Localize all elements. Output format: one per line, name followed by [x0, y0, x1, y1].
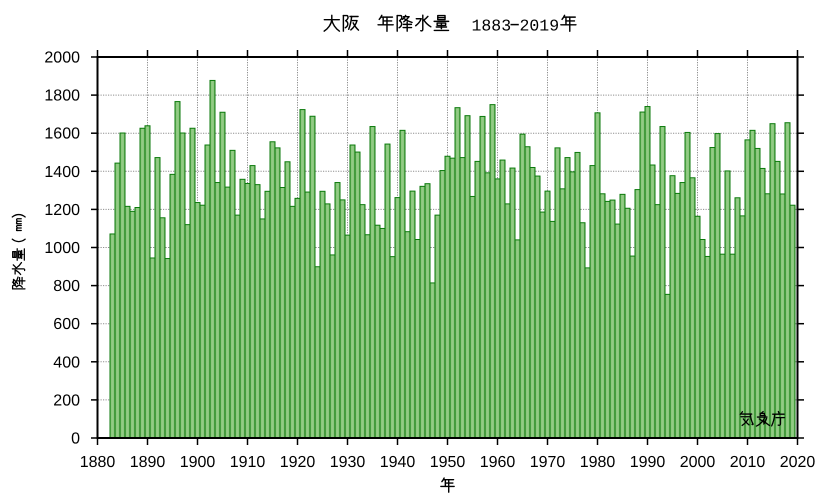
svg-text:1890: 1890 [130, 454, 166, 471]
svg-text:1900: 1900 [180, 454, 216, 471]
svg-text:1930: 1930 [330, 454, 366, 471]
svg-text:2019: 2019 [520, 17, 560, 36]
svg-text:1950: 1950 [430, 454, 466, 471]
svg-text:1880: 1880 [80, 454, 116, 471]
svg-text:1910: 1910 [230, 454, 266, 471]
svg-text:600: 600 [53, 316, 80, 333]
svg-text:1400: 1400 [44, 164, 80, 181]
svg-text:800: 800 [53, 278, 80, 295]
svg-text:1940: 1940 [380, 454, 416, 471]
svg-text:1960: 1960 [480, 454, 516, 471]
svg-text:0: 0 [71, 431, 80, 448]
svg-text:2010: 2010 [730, 454, 766, 471]
svg-text:1980: 1980 [580, 454, 616, 471]
svg-text:1600: 1600 [44, 126, 80, 143]
svg-text:1800: 1800 [44, 88, 80, 105]
svg-text:2000: 2000 [680, 454, 716, 471]
svg-text:1000: 1000 [44, 240, 80, 257]
svg-text:1970: 1970 [530, 454, 566, 471]
svg-text:1920: 1920 [280, 454, 316, 471]
svg-text:2000: 2000 [44, 50, 80, 67]
svg-text:1200: 1200 [44, 202, 80, 219]
svg-text:200: 200 [53, 392, 80, 409]
svg-text:1883: 1883 [472, 17, 512, 36]
svg-text:2020: 2020 [780, 454, 816, 471]
svg-text:400: 400 [53, 354, 80, 371]
svg-text:1990: 1990 [630, 454, 666, 471]
